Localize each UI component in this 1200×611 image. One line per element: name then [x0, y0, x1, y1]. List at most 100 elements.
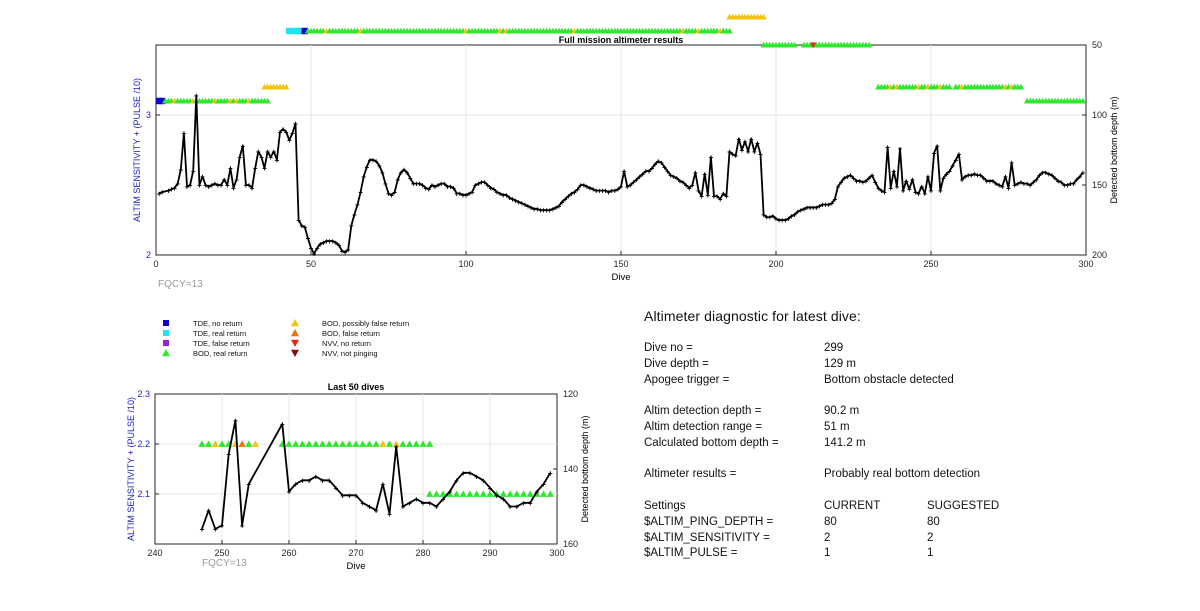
depth-point: + [220, 521, 225, 530]
y-right-tick-label: 50 [1092, 40, 1102, 50]
setting-row-pulse: $ALTIM_PULSE = 1 1 [644, 547, 1164, 563]
depth-point: + [771, 212, 776, 221]
depth-point: + [879, 187, 884, 196]
depth-point: + [792, 210, 797, 219]
depth-point: + [157, 189, 162, 198]
diag-row-bottom-depth: Calculated bottom depth = 141.2 m [644, 437, 1164, 453]
x-tick-label: 270 [348, 548, 363, 558]
depth-point: + [922, 189, 927, 198]
depth-point: + [182, 129, 187, 138]
depth-point: + [634, 175, 639, 184]
depth-point: + [501, 495, 506, 504]
depth-point: + [817, 202, 822, 211]
depth-point: + [1056, 177, 1061, 186]
setting-suggested: 2 [927, 531, 934, 544]
depth-point: + [780, 216, 785, 225]
bod-real-return-marker [264, 97, 271, 104]
depth-point: + [802, 205, 807, 214]
depth-point: + [643, 167, 648, 176]
depth-point: + [854, 177, 859, 186]
depth-point: + [408, 174, 413, 183]
depth-point: + [203, 181, 208, 190]
depth-point: + [361, 173, 366, 182]
y-left-tick-label: 2.3 [137, 389, 150, 399]
top-fqcy-label: FQCY=13 [158, 279, 203, 290]
depth-point: + [659, 159, 664, 168]
setting-row-ping-depth: $ALTIM_PING_DEPTH = 80 80 [644, 516, 1164, 532]
bod-real-return-marker [506, 490, 514, 497]
depth-point: + [461, 191, 466, 200]
settings-header: Settings [644, 499, 686, 512]
legend-label: BOD, false return [322, 329, 380, 338]
altimeter-diagnostic-panel: Altimeter diagnostic for latest dive: Di… [644, 308, 1164, 563]
depth-point: + [789, 212, 794, 221]
depth-point: + [246, 480, 251, 489]
depth-point: + [805, 203, 810, 212]
bod-real-return-marker [325, 440, 333, 447]
depth-point: + [219, 181, 224, 190]
bod-possibly-false-marker [211, 440, 219, 447]
depth-point: + [1040, 168, 1045, 177]
depth-point: + [919, 182, 924, 191]
legend-label: TDE, real return [193, 329, 246, 338]
depth-point: + [547, 206, 552, 215]
depth-point: + [265, 147, 270, 156]
depth-point: + [1059, 178, 1064, 187]
depth-point: + [280, 420, 285, 429]
depth-point: + [488, 484, 493, 493]
current-header: CURRENT [824, 499, 881, 512]
bod-possibly-false-marker [283, 83, 290, 90]
depth-point: + [693, 168, 698, 177]
depth-point: + [702, 170, 707, 179]
bod-real-return-marker [519, 490, 528, 497]
depth-point: + [597, 187, 602, 196]
legend-label: BOD, real return [193, 349, 248, 358]
depth-point: + [777, 216, 782, 225]
depth-point: + [250, 184, 255, 193]
depth-point: + [244, 181, 249, 190]
depth-point: + [492, 185, 497, 194]
depth-point: + [718, 195, 723, 204]
depth-point: + [926, 173, 931, 182]
depth-point: + [736, 135, 741, 144]
depth-point: + [352, 210, 357, 219]
depth-point: + [439, 180, 444, 189]
depth-point: + [320, 476, 325, 485]
bod-real-return-marker [493, 490, 501, 497]
depth-point: + [360, 499, 365, 508]
depth-point: + [457, 189, 462, 198]
depth-point: + [169, 185, 174, 194]
diag-row-detection-range: Altim detection range = 51 m [644, 421, 1164, 437]
depth-point: + [557, 202, 562, 211]
depth-point: + [521, 499, 526, 508]
depth-point: + [656, 157, 661, 166]
x-tick-label: 250 [923, 259, 938, 269]
depth-point: + [321, 238, 326, 247]
depth-point: + [969, 171, 974, 180]
bod-real-return-marker [466, 490, 474, 497]
last-50-dives-chart: +++ ++++++++ + + + + +++ + ++ + +++++ + + + + +++++ + + ++… [126, 382, 590, 572]
depth-point: + [194, 91, 199, 100]
depth-point: + [206, 182, 211, 191]
x-tick-label: 300 [549, 548, 564, 558]
x-tick-label: 290 [482, 548, 497, 558]
bod-real-return-marker [452, 490, 461, 497]
diag-value: 51 m [824, 420, 850, 433]
depth-point: + [616, 185, 621, 194]
y-left-tick-label: 2.2 [137, 439, 150, 449]
depth-point: + [730, 150, 735, 159]
depth-point: + [544, 206, 549, 215]
depth-point: + [1077, 173, 1082, 182]
depth-point: + [535, 205, 540, 214]
depth-point: + [330, 237, 335, 246]
depth-point: + [349, 222, 354, 231]
diag-label: Dive no = [644, 342, 693, 354]
depth-point: + [200, 525, 205, 534]
depth-point: + [262, 164, 267, 173]
depth-point: + [209, 181, 214, 190]
depth-point: + [284, 128, 289, 137]
depth-point: + [420, 181, 425, 190]
depth-point: + [364, 163, 369, 172]
depth-point: + [585, 182, 590, 191]
